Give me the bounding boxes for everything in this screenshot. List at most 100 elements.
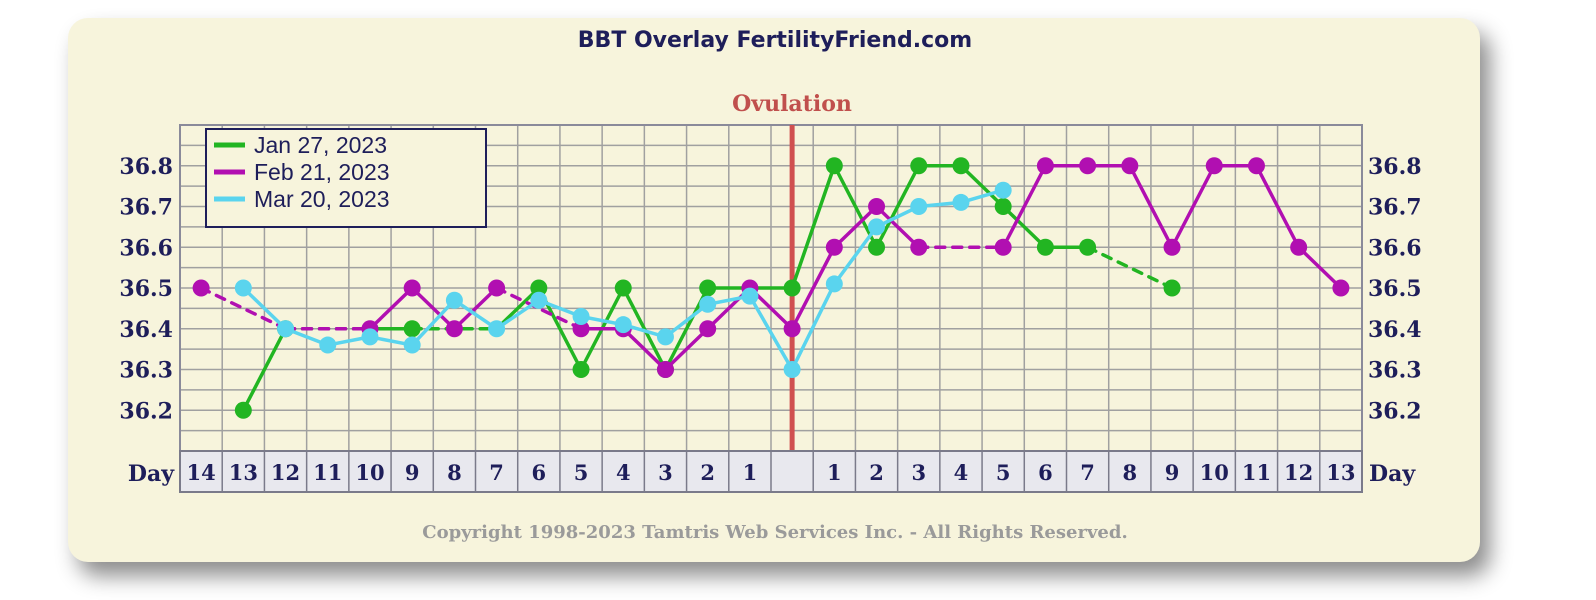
data-point (952, 193, 970, 211)
data-point (656, 361, 674, 378)
y-tick-label-left: 36.4 (119, 317, 173, 343)
data-point (530, 291, 548, 309)
series-line-segment (1001, 204, 1048, 249)
series-3 (234, 181, 1012, 378)
data-point (952, 157, 970, 175)
series-line-segment (874, 204, 921, 249)
day-label: 12 (271, 460, 300, 485)
day-label: 1 (743, 460, 758, 485)
series-line-segment (1254, 164, 1301, 249)
day-label: 6 (1038, 460, 1053, 485)
series-line-segment (832, 204, 879, 249)
day-row-border (179, 450, 1363, 493)
y-axis-labels: 36.2 36.2 36.3 36.3 36.4 36.4 36.5 36.5 36.6 36.6… (119, 154, 1421, 425)
data-point (234, 401, 252, 419)
data-point (825, 275, 843, 293)
data-point (1163, 238, 1181, 256)
series-line-segment (368, 286, 414, 331)
day-label: 10 (355, 460, 384, 485)
data-point (530, 279, 548, 297)
y-tick-label-right: 36.3 (1368, 358, 1422, 384)
y-tick-label-left: 36.5 (119, 276, 173, 302)
data-point (445, 291, 463, 309)
data-point (1121, 157, 1139, 175)
data-point (994, 198, 1012, 215)
series-line-segment (874, 164, 921, 249)
data-point (403, 336, 421, 354)
series-line-segment (1170, 164, 1216, 249)
day-label: 7 (1080, 460, 1095, 485)
data-point (699, 320, 717, 338)
day-label: 9 (1165, 460, 1180, 485)
ovulation-label: Ovulation (732, 91, 852, 117)
data-point (825, 157, 843, 175)
day-label: 2 (700, 460, 715, 485)
series-line-segment (1128, 164, 1174, 249)
y-tick-label-left: 36.2 (119, 398, 173, 424)
series-line-segment (1296, 245, 1343, 290)
y-tick-label-right: 36.6 (1368, 235, 1422, 261)
legend-box (205, 128, 487, 228)
legend-entry: Jan 27, 2023 (254, 132, 387, 158)
data-point (614, 316, 632, 334)
day-label: 7 (489, 460, 504, 485)
data-point (1205, 157, 1223, 175)
data-point (445, 320, 463, 338)
series-line-segment (790, 164, 837, 290)
data-point (994, 181, 1012, 199)
data-point (868, 218, 886, 236)
series-line-segment (790, 245, 837, 331)
day-label: 13 (229, 460, 258, 485)
legend-entry: Mar 20, 2023 (254, 186, 390, 212)
series-line-segment (494, 286, 583, 331)
series-line-segment (621, 286, 668, 372)
data-point (488, 320, 506, 338)
y-tick-label-left: 36.7 (119, 195, 173, 221)
day-label: 11 (313, 460, 342, 485)
data-point (1079, 238, 1097, 256)
data-point (656, 328, 674, 346)
data-point (319, 336, 337, 354)
day-label: 5 (574, 460, 589, 485)
y-tick-label-left: 36.6 (119, 235, 173, 261)
series-line-segment (621, 327, 668, 372)
day-label: 5 (996, 460, 1011, 485)
data-point (1290, 238, 1308, 256)
series-line-segment (663, 302, 710, 339)
data-point (910, 238, 928, 256)
y-tick-label-right: 36.4 (1368, 317, 1422, 343)
data-point (1163, 279, 1181, 297)
data-point (192, 279, 210, 297)
data-point (614, 279, 632, 297)
day-axis-label-right: Day (1369, 461, 1416, 487)
day-label: 9 (405, 460, 420, 485)
data-point (868, 238, 886, 256)
data-point (1079, 157, 1097, 175)
data-point (910, 157, 928, 175)
y-tick-label-right: 36.7 (1368, 195, 1422, 221)
data-point (572, 361, 590, 378)
data-point (825, 238, 843, 256)
day-label: 1 (827, 460, 842, 485)
data-point (361, 328, 379, 346)
series-line-segment (959, 164, 1005, 209)
day-label: 8 (447, 460, 462, 485)
day-label: 4 (616, 460, 631, 485)
series-layer (192, 157, 1350, 419)
day-label: 11 (1242, 460, 1271, 485)
series-line-segment (410, 286, 457, 331)
data-point (783, 361, 801, 378)
series-line-segment (452, 286, 499, 331)
series-line-segment (241, 286, 288, 331)
series-line-segment (663, 327, 710, 372)
data-point (868, 198, 886, 215)
data-point (1036, 238, 1054, 256)
data-point (572, 320, 590, 338)
data-point (234, 279, 252, 297)
day-label: 2 (869, 460, 884, 485)
day-label: 6 (532, 460, 547, 485)
series-line-segment (1085, 245, 1174, 290)
